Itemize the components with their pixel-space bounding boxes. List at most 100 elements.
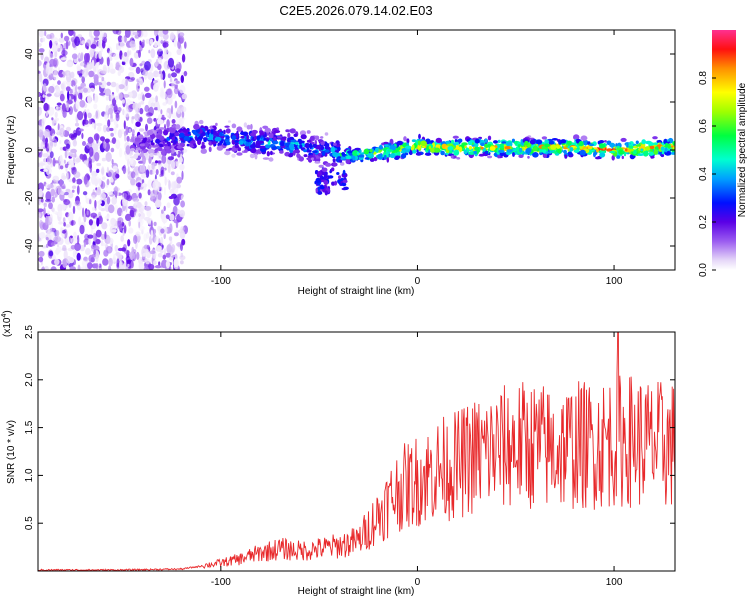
spectrogram-ridge-blob [573,149,580,153]
spectrogram-ridge-blob [389,145,397,151]
spectrogram-ridge-blob [609,142,616,148]
snr-y-ticks: 0.5 1.0 1.5 2.0 2.5 [24,325,675,530]
spectrogram-noise-blob [80,53,84,62]
spectrogram-noise-blob [72,129,78,140]
spectrogram-noise-blob [128,220,131,227]
spectrogram-noise-blob [93,74,99,82]
spectrogram-ridge-blob [580,135,588,141]
spectrogram-ridge-blob [501,141,507,144]
spectrogram-noise-blob [88,219,93,226]
spectrogram-noise-blob [55,230,60,237]
spectrogram-ridge-blob [200,148,207,154]
spectrogram-ridge-blob [599,152,606,158]
spectrogram-noise-blob [78,73,83,78]
spectrogram-ridge-blob [198,119,204,125]
spectrogram-noise-blob [89,87,95,92]
spectrogram-ridge-blob [642,143,646,147]
spectrogram-noise-blob [124,52,128,57]
spectrogram-noise-blob [133,211,141,218]
spectrogram-ridge-blob [249,144,256,149]
spectrogram-noise-blob [142,30,148,38]
spectrogram-noise-blob [38,250,45,257]
spectrogram-noise-blob [101,76,105,82]
spectrogram-ridge-blob [653,149,658,155]
spectrogram-ridge-blob [306,130,311,134]
spectrogram-noise-blob [160,92,167,99]
colorbar-label: Normalized spectral amplitude [737,82,748,217]
spectrogram-ridge-blob [454,139,458,143]
spectrogram-noise-blob [165,260,170,269]
spectrogram-ridge-blob [331,142,334,147]
spectrogram-noise-blob [154,199,162,208]
spectrogram-noise-blob [38,129,44,138]
spectrogram-noise-blob [119,223,123,232]
spectrogram-noise-blob [157,50,160,56]
spectrogram-noise-blob [81,221,86,226]
spectrogram-noise-blob [162,42,169,48]
spectrogram-noise-blob [99,192,106,200]
spectrogram-noise-blob [160,36,163,44]
spectrogram-noise-blob [46,230,54,239]
spectrogram-noise-blob [65,126,71,132]
spectrogram-noise-blob [51,37,59,44]
spectrogram-noise-blob [52,43,57,53]
spectrogram-ridge-blob [616,155,621,159]
spectrogram-noise-blob [70,71,75,79]
spectrogram-ridge-blob [303,149,307,153]
spectrogram-noise-blob [111,159,114,165]
spectrogram-noise-blob [146,209,152,218]
spectrogram-noise-blob [70,245,76,250]
spectrogram-noise-blob [145,38,150,44]
spectrogram-ridge-blob [467,140,473,146]
spectrogram-ridge-blob [648,151,655,156]
spectrogram-noise-blob [128,128,132,133]
spectrogram-noise-blob [84,111,87,122]
spectrogram-noise-blob [73,171,81,179]
spectrogram-noise-blob [114,95,119,101]
spectrogram-noise-blob [155,95,159,103]
spectrogram-noise-blob [169,78,172,83]
spectrogram-noise-blob [38,213,41,218]
spectrogram-noise-blob [153,80,156,84]
spectrogram-ridge-blob [319,186,325,190]
spectrogram-noise-blob [134,113,141,122]
spectrogram-noise-blob [69,88,74,94]
spectrogram-noise-blob [181,170,184,180]
spectrogram-noise-blob [70,80,76,87]
spectrogram-noise-blob [125,125,129,136]
spectrogram-noise-blob [87,94,92,104]
spectrogram-x-tick-label: 100 [606,276,623,287]
spectrogram-noise-blob [70,154,76,158]
spectrogram-noise-blob [66,102,69,112]
spectrogram-noise-blob [137,93,141,101]
spectrogram-noise-blob [183,70,188,77]
spectrogram-noise-blob [117,70,122,77]
spectrogram-noise-blob [149,250,156,255]
spectrogram-ridge-blob [285,129,290,133]
spectrogram-noise-blob [117,217,124,225]
spectrogram-noise-blob [51,196,55,203]
spectrogram-noise-blob [54,160,59,164]
snr-scale-exponent: 4 [1,314,8,318]
spectrogram-noise-blob [111,95,114,100]
spectrogram-ridge-blob [262,157,270,160]
spectrogram-noise-blob [163,248,166,254]
spectrogram-noise-blob [67,191,74,199]
spectrogram-ridge-blob [656,140,661,143]
spectrogram-ridge-blob [518,154,524,158]
spectrogram-noise-blob [170,105,174,115]
spectrogram-ridge-blob [383,154,387,160]
spectrogram-noise-blob [162,254,167,260]
spectrogram-ridge-blob [660,153,665,158]
spectrogram-noise-blob [49,53,54,59]
spectrogram-noise-blob [150,220,153,230]
spectrogram-ridge-blob [430,147,436,153]
spectrogram-noise-blob [179,209,186,218]
spectrogram-noise-blob [52,175,60,182]
spectrogram-noise-blob [178,156,183,163]
spectrogram-noise-blob [169,188,174,194]
spectrogram-noise-blob [153,228,157,235]
spectrogram-ridge-blob [328,175,334,179]
spectrogram-noise-blob [180,117,186,121]
spectrogram-noise-blob [100,70,107,74]
